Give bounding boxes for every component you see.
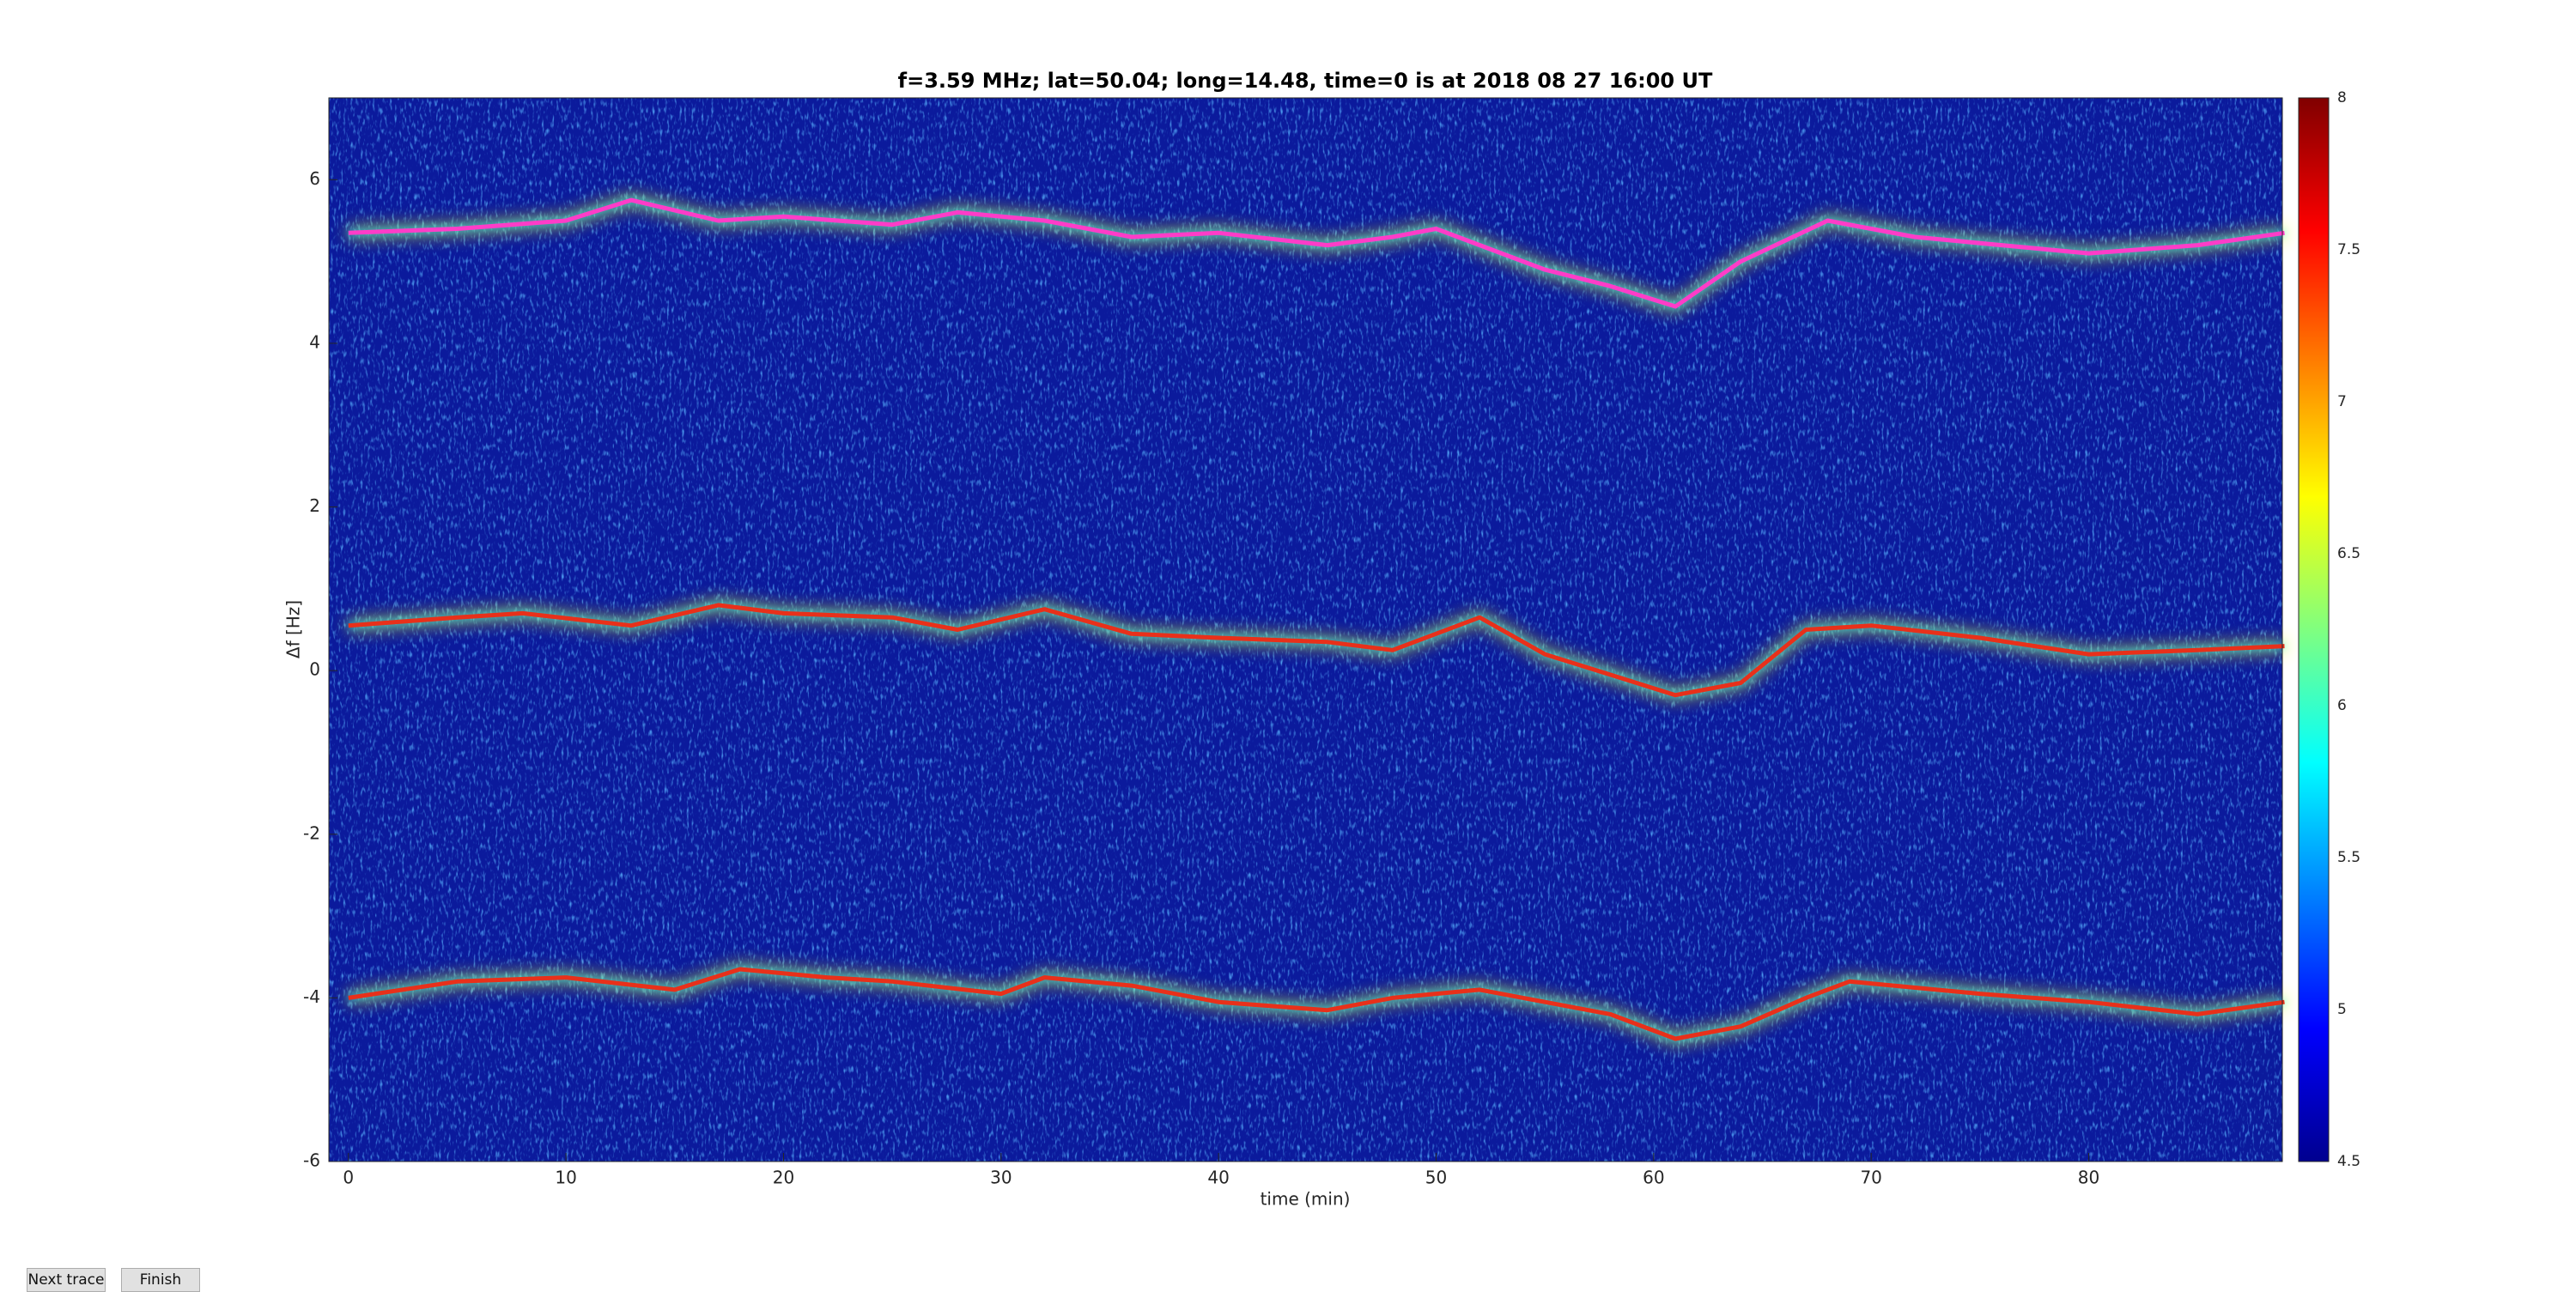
colorbar-tick-label: 8 [2337,89,2347,106]
noise-texture [329,98,2282,1162]
y-tick-label: -6 [303,1150,320,1171]
x-tick-label: 40 [1207,1168,1229,1188]
next-trace-button[interactable]: Next trace [27,1268,106,1292]
x-tick-label: 80 [2078,1168,2099,1188]
y-axis-label: Δf [Hz] [283,600,304,658]
colorbar-tick-label: 5 [2337,1001,2347,1018]
y-tick-label: 2 [309,495,320,516]
y-tick-label: 6 [309,168,320,189]
figure: f=3.59 MHz; lat=50.04; long=14.48, time=… [283,69,2361,1210]
trace-line [348,197,2285,309]
trace-line [348,967,2285,1041]
colorbar-tick-label: 6.5 [2337,545,2360,562]
colorbar-tick-label: 5.5 [2337,849,2360,866]
x-tick-label: 0 [343,1168,354,1188]
x-tick-label: 50 [1425,1168,1447,1188]
x-tick-label: 60 [1643,1168,1664,1188]
x-tick-label: 30 [990,1168,1012,1188]
finish-button[interactable]: Finish [121,1268,200,1292]
x-tick-label: 20 [773,1168,794,1188]
y-tick-label: -2 [303,822,320,843]
x-axis-label: time (min) [1261,1189,1351,1210]
plot-frame [328,97,2283,1162]
y-tick-label: 4 [309,331,320,352]
y-tick-label: -4 [303,986,320,1007]
colorbar-tick-label: 4.5 [2337,1153,2360,1170]
colorbar [2298,97,2330,1162]
colorbar-tick-label: 6 [2337,697,2347,714]
y-tick-label: 0 [309,659,320,680]
trace-line [348,603,2285,698]
colorbar-tick-label: 7 [2337,393,2347,410]
chart-title: f=3.59 MHz; lat=50.04; long=14.48, time=… [898,69,1713,93]
x-tick-label: 10 [555,1168,576,1188]
colorbar-tick-label: 7.5 [2337,241,2360,258]
x-tick-label: 70 [1860,1168,1881,1188]
